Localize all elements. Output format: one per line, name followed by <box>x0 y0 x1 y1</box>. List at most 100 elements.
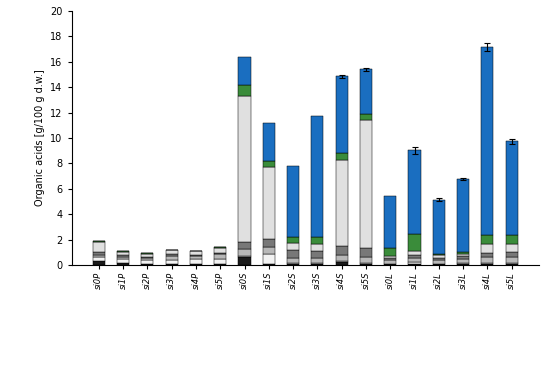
Bar <box>311 237 323 244</box>
Bar <box>141 253 153 254</box>
Bar <box>141 260 153 264</box>
Bar <box>214 248 226 253</box>
Bar <box>505 251 518 257</box>
Bar <box>239 257 251 265</box>
Bar <box>336 245 348 255</box>
Bar <box>239 57 251 85</box>
Bar <box>457 252 469 254</box>
Y-axis label: Organic acids [g/100 g d.w.]: Organic acids [g/100 g d.w.] <box>35 70 45 206</box>
Bar <box>505 244 518 251</box>
Bar <box>505 263 518 265</box>
Bar <box>287 237 299 243</box>
Bar <box>384 256 397 258</box>
Bar <box>336 255 348 261</box>
Bar <box>457 263 469 264</box>
Bar <box>239 243 251 249</box>
Bar <box>166 260 178 264</box>
Bar <box>481 235 493 244</box>
Bar <box>117 255 129 257</box>
Bar <box>360 120 372 248</box>
Bar <box>190 251 202 255</box>
Bar <box>360 264 372 265</box>
Bar <box>409 255 421 258</box>
Bar <box>263 264 275 265</box>
Bar <box>360 248 372 257</box>
Bar <box>384 258 397 260</box>
Bar <box>239 96 251 243</box>
Bar <box>481 252 493 257</box>
Bar <box>287 166 299 237</box>
Bar <box>505 141 518 235</box>
Bar <box>214 247 226 248</box>
Bar <box>384 260 397 264</box>
Bar <box>433 261 445 264</box>
Bar <box>409 234 421 251</box>
Bar <box>457 259 469 263</box>
Bar <box>117 251 129 252</box>
Bar <box>287 264 299 265</box>
Bar <box>141 258 153 260</box>
Bar <box>409 258 421 262</box>
Bar <box>505 257 518 263</box>
Bar <box>433 200 445 254</box>
Bar <box>360 70 372 114</box>
Bar <box>263 247 275 254</box>
Bar <box>336 153 348 160</box>
Bar <box>360 114 372 120</box>
Bar <box>287 258 299 263</box>
Bar <box>93 257 105 261</box>
Bar <box>190 256 202 259</box>
Bar <box>287 250 299 258</box>
Bar <box>360 263 372 264</box>
Bar <box>311 263 323 264</box>
Bar <box>117 259 129 263</box>
Bar <box>263 254 275 264</box>
Bar <box>263 167 275 238</box>
Bar <box>117 252 129 255</box>
Bar <box>93 252 105 255</box>
Bar <box>239 249 251 256</box>
Bar <box>311 116 323 237</box>
Bar <box>287 243 299 250</box>
Bar <box>360 257 372 263</box>
Bar <box>141 264 153 265</box>
Bar <box>214 259 226 264</box>
Bar <box>433 255 445 258</box>
Bar <box>481 257 493 263</box>
Bar <box>166 264 178 265</box>
Bar <box>311 251 323 258</box>
Bar <box>263 238 275 247</box>
Bar <box>457 264 469 265</box>
Bar <box>505 235 518 244</box>
Bar <box>457 254 469 256</box>
Bar <box>214 254 226 259</box>
Bar <box>190 255 202 256</box>
Bar <box>214 253 226 254</box>
Bar <box>409 151 421 234</box>
Bar <box>263 123 275 162</box>
Bar <box>166 254 178 256</box>
Bar <box>287 263 299 264</box>
Bar <box>239 85 251 96</box>
Bar <box>117 263 129 265</box>
Bar <box>457 256 469 259</box>
Bar <box>263 162 275 167</box>
Bar <box>190 259 202 264</box>
Bar <box>141 254 153 256</box>
Bar <box>384 264 397 265</box>
Bar <box>433 258 445 261</box>
Bar <box>190 264 202 265</box>
Bar <box>311 244 323 251</box>
Bar <box>384 248 397 256</box>
Bar <box>166 250 178 254</box>
Bar <box>433 264 445 265</box>
Bar <box>336 262 348 265</box>
Bar <box>481 263 493 265</box>
Bar <box>409 251 421 255</box>
Bar <box>141 256 153 258</box>
Bar <box>239 256 251 257</box>
Bar <box>481 244 493 252</box>
Bar <box>311 258 323 263</box>
Bar <box>384 196 397 248</box>
Bar <box>311 264 323 265</box>
